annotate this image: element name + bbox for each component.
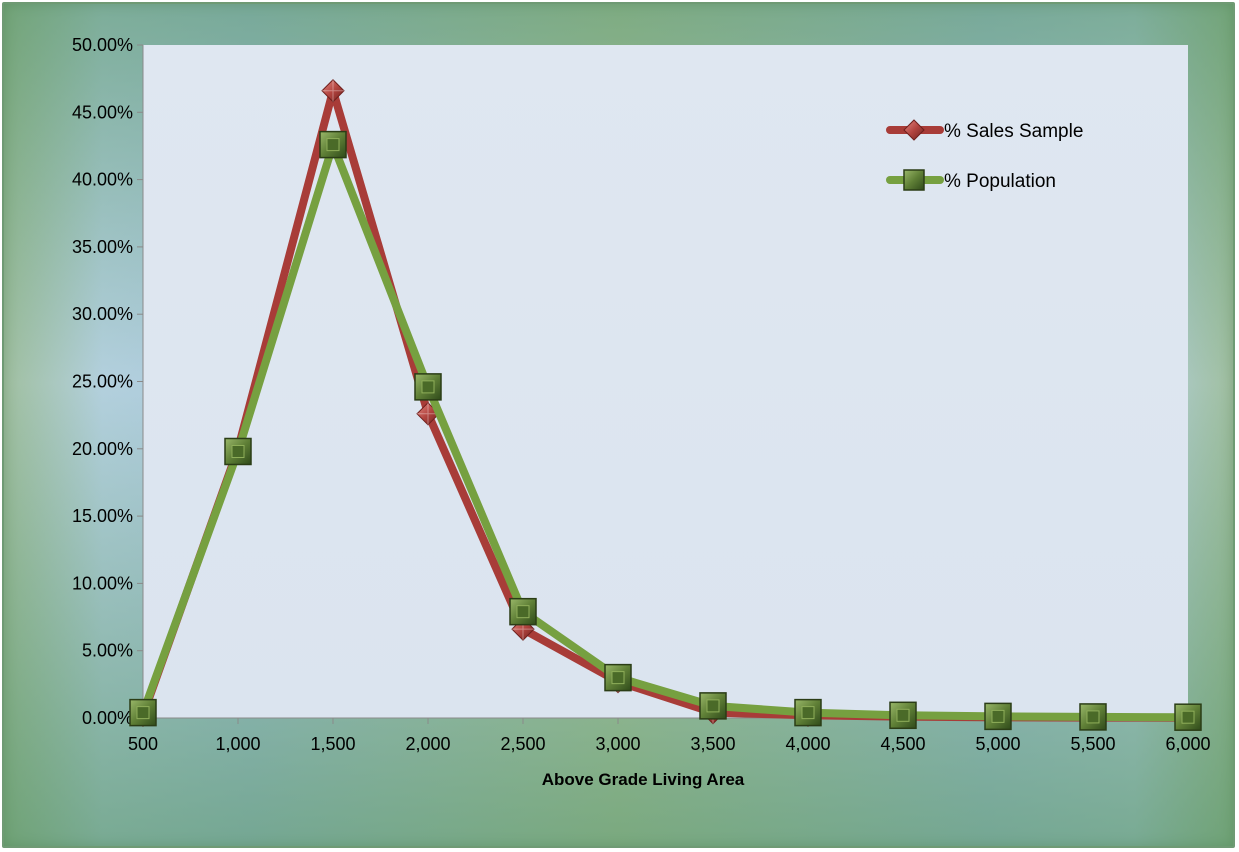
population-point-center <box>516 605 530 619</box>
y-axis: 0.00% 5.00% 10.00% 15.00% 20.00% 25.00% 30.00%… <box>72 35 144 728</box>
population-point-center <box>421 380 435 394</box>
population-point-center <box>326 138 340 152</box>
series-layer <box>129 79 1202 731</box>
x-axis: 500 1,000 1,500 2,000 2,500 3,000 3,500 4,000 4,… <box>128 717 1211 754</box>
population-point-center <box>801 706 815 720</box>
x-tick-label: 3,500 <box>690 734 735 754</box>
legend-entry: % Sales Sample <box>886 119 1083 142</box>
legend-label: % Population <box>944 171 1056 192</box>
x-tick-label: 2,500 <box>500 734 545 754</box>
population-point-center <box>1181 710 1195 724</box>
population-point-center <box>896 708 910 722</box>
y-tick-label: 35.00% <box>72 237 133 257</box>
population-point <box>604 663 632 692</box>
y-tick-label: 5.00% <box>82 641 133 661</box>
x-tick-label: 1,000 <box>215 734 260 754</box>
population-point-center <box>611 671 625 685</box>
y-tick-label: 10.00% <box>72 573 133 593</box>
population-point-center <box>991 709 1005 723</box>
x-tick-label: 4,500 <box>880 734 925 754</box>
x-tick-label: 2,000 <box>405 734 450 754</box>
sales-sample-point-facet <box>322 79 344 102</box>
plot-area <box>143 45 1188 718</box>
legend-label: % Sales Sample <box>944 121 1083 142</box>
population-point-center <box>1086 710 1100 724</box>
legend-entry: % Population <box>886 169 1056 192</box>
y-tick-label: 45.00% <box>72 102 133 122</box>
y-tick-label: 15.00% <box>72 506 133 526</box>
x-tick-label: 1,500 <box>310 734 355 754</box>
x-axis-title: Above Grade Living Area <box>542 770 745 789</box>
y-tick-label: 0.00% <box>82 708 133 728</box>
y-tick-label: 25.00% <box>72 372 133 392</box>
x-tick-label: 5,500 <box>1070 734 1115 754</box>
x-tick-label: 500 <box>128 734 158 754</box>
y-tick-label: 30.00% <box>72 304 133 324</box>
legend-swatch-marker <box>903 169 925 191</box>
population-point-center <box>231 444 245 458</box>
y-tick-label: 50.00% <box>72 35 133 55</box>
y-tick-label: 40.00% <box>72 170 133 190</box>
y-tick-label: 20.00% <box>72 439 133 459</box>
series-line <box>139 140 1192 722</box>
x-tick-label: 5,000 <box>975 734 1020 754</box>
population-point-center <box>706 699 720 713</box>
legend-swatch-marker <box>903 119 925 141</box>
population-point-center <box>136 706 150 720</box>
x-tick-label: 4,000 <box>785 734 830 754</box>
x-tick-label: 3,000 <box>595 734 640 754</box>
legend: % Sales Sample % Population <box>886 119 1083 192</box>
x-tick-label: 6,000 <box>1165 734 1210 754</box>
series-population <box>129 130 1202 731</box>
sales-sample-point <box>321 79 345 103</box>
